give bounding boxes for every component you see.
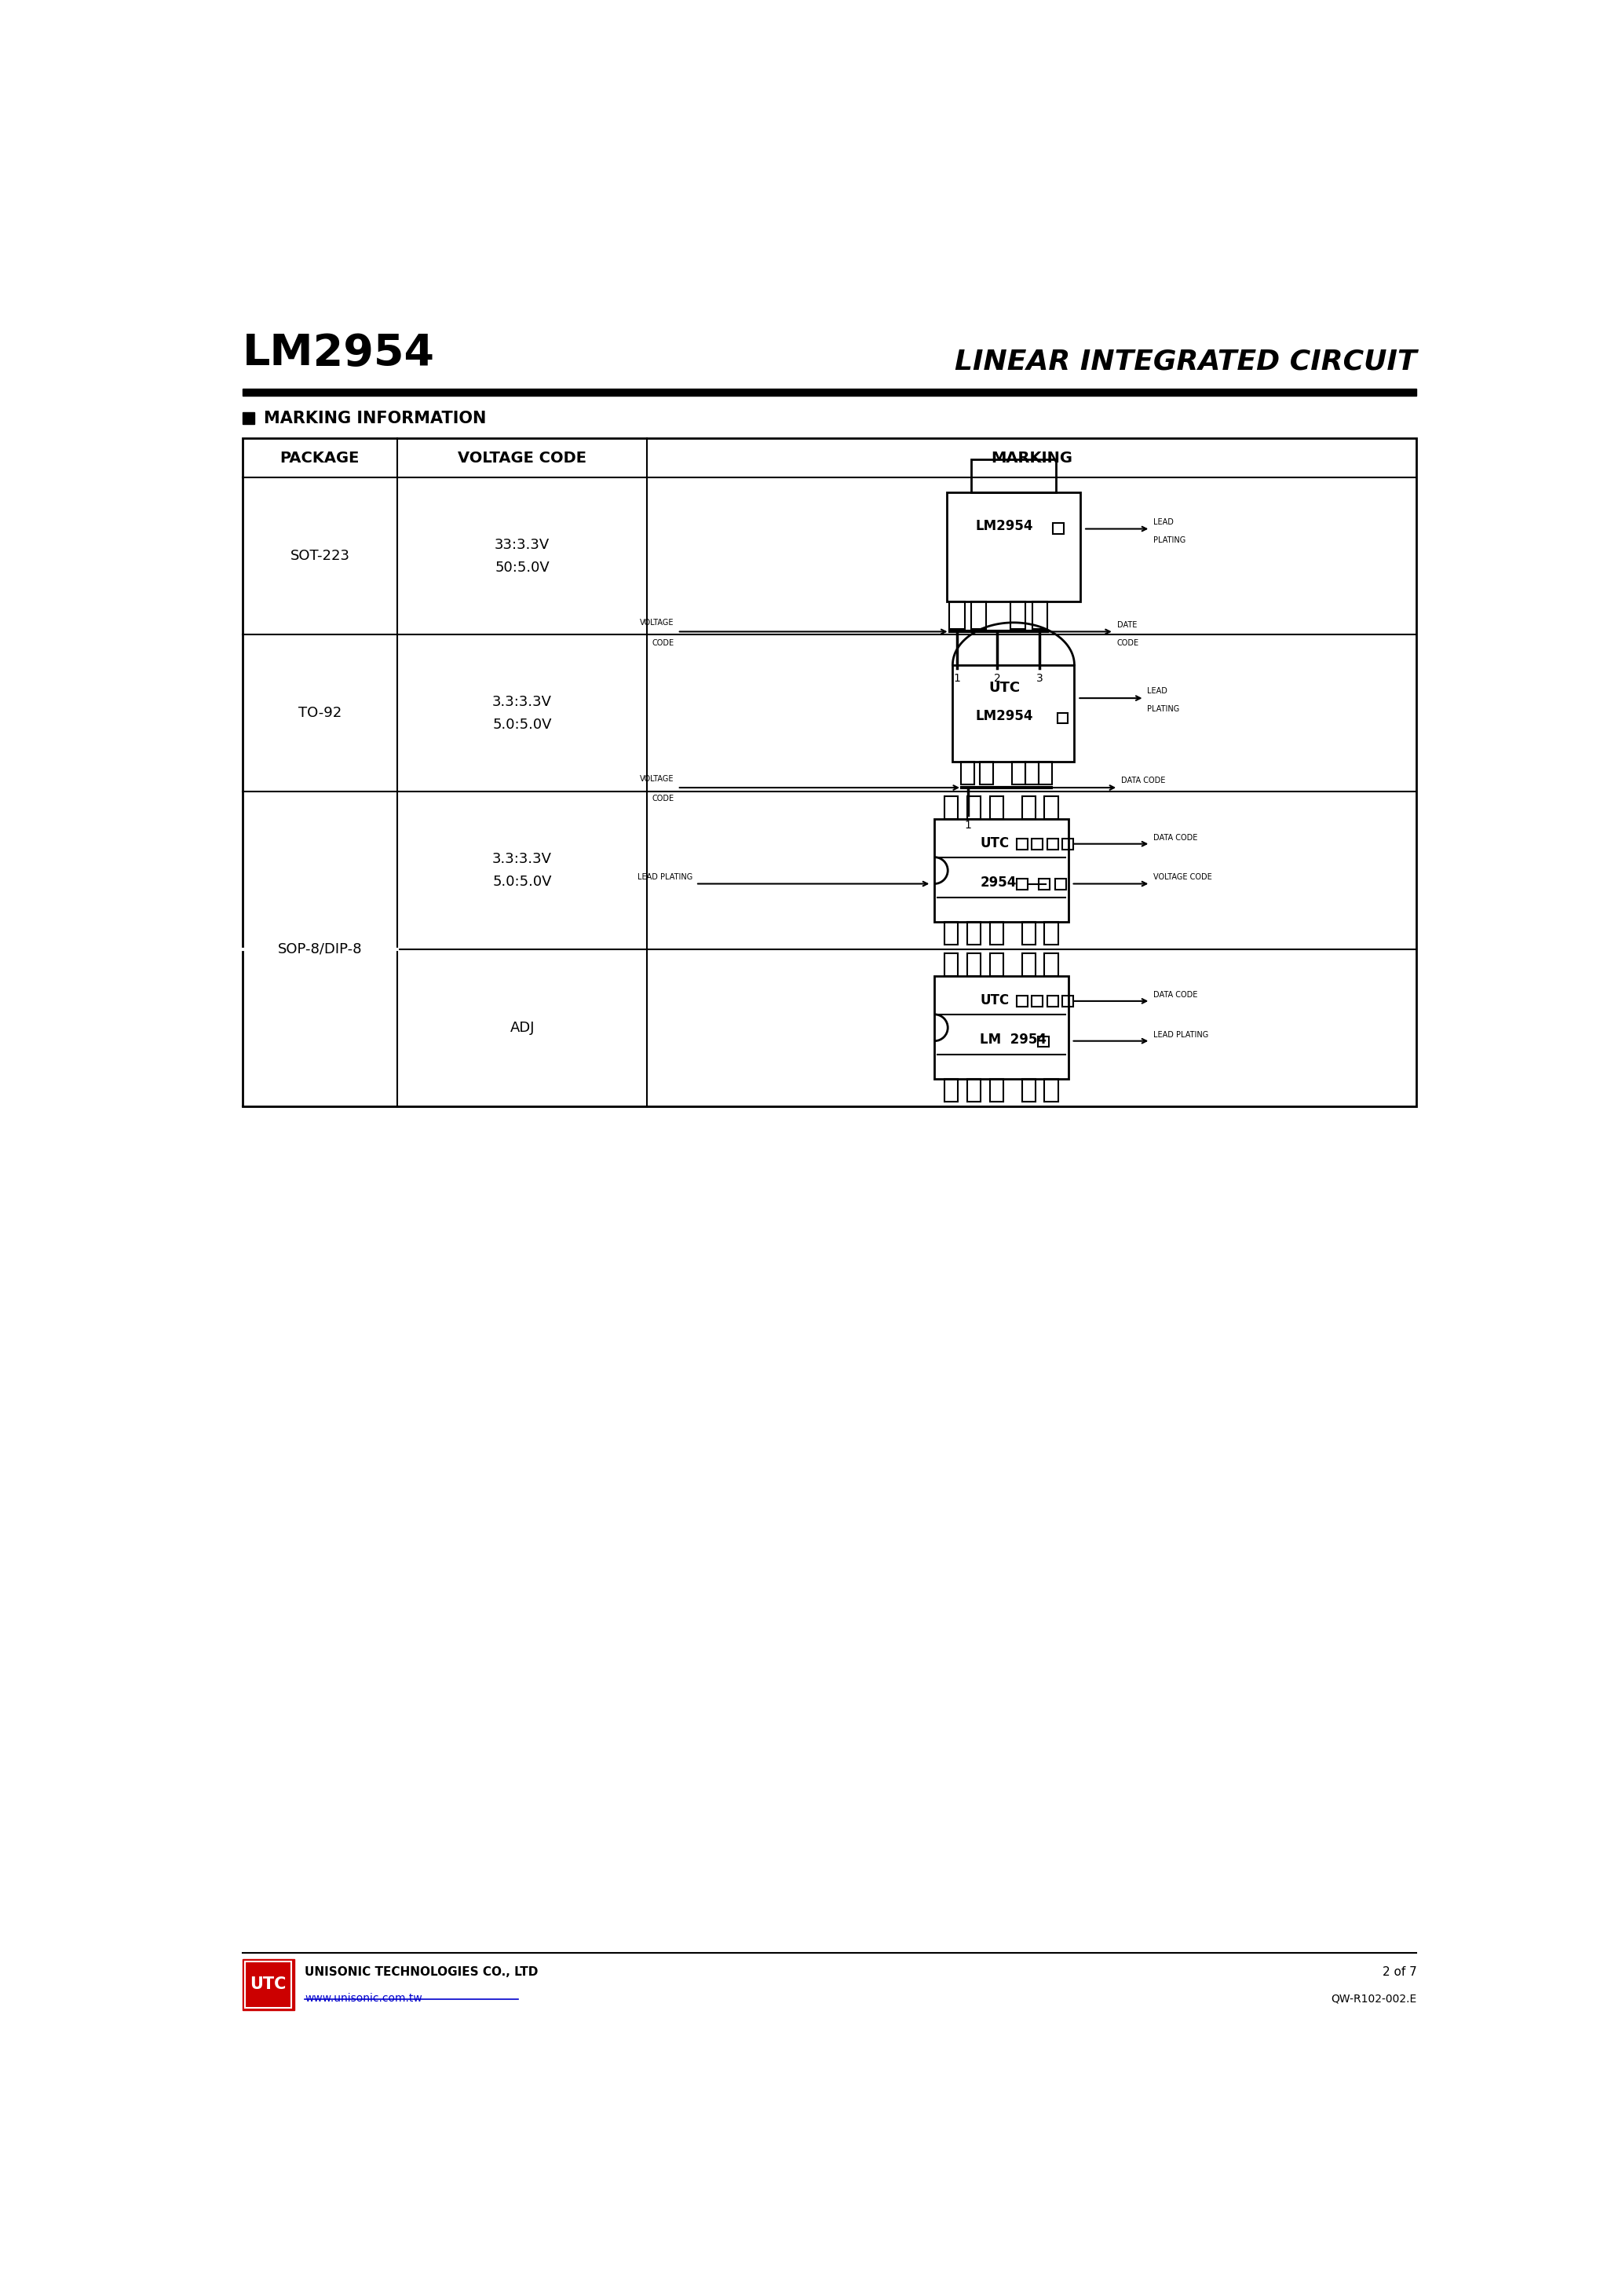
Bar [1056, 879, 1066, 891]
Text: 2954: 2954 [980, 875, 1017, 889]
Bar [944, 923, 959, 946]
Text: LM  2954: LM 2954 [980, 1033, 1046, 1047]
Bar [1017, 838, 1027, 850]
Bar [972, 459, 1056, 494]
Text: LM2954: LM2954 [975, 519, 1033, 533]
Bar [1038, 1035, 1049, 1047]
Bar [1058, 714, 1067, 723]
Bar [944, 1079, 959, 1102]
Text: LEAD PLATING: LEAD PLATING [1153, 1031, 1208, 1038]
Text: LEAD: LEAD [1147, 687, 1168, 696]
Bar [242, 388, 1416, 395]
Text: DATA CODE: DATA CODE [1153, 833, 1197, 840]
Text: 1: 1 [965, 820, 972, 831]
Text: DATA CODE: DATA CODE [1121, 776, 1166, 785]
Bar [1022, 1079, 1035, 1102]
Text: VOLTAGE: VOLTAGE [641, 620, 675, 627]
Bar [967, 797, 981, 820]
Text: VOLTAGE: VOLTAGE [641, 776, 675, 783]
Bar [1011, 602, 1025, 629]
Bar [242, 1958, 294, 2011]
Text: 3: 3 [1036, 673, 1043, 684]
Text: 1: 1 [954, 673, 960, 684]
Bar [1032, 838, 1043, 850]
Bar [1046, 838, 1058, 850]
Bar [952, 666, 1074, 762]
Bar [1062, 996, 1074, 1006]
Bar [967, 1079, 981, 1102]
Text: UTC: UTC [989, 682, 1020, 696]
Bar [1012, 762, 1025, 785]
Bar [1032, 602, 1048, 629]
Text: 33:3.3V
50:5.0V: 33:3.3V 50:5.0V [495, 537, 550, 574]
Text: 3.3:3.3V
5.0:5.0V: 3.3:3.3V 5.0:5.0V [493, 696, 551, 732]
Bar [242, 439, 1416, 1107]
Bar [1040, 879, 1049, 891]
Text: LM2954: LM2954 [242, 333, 435, 374]
Bar [1045, 953, 1058, 976]
Text: DATA CODE: DATA CODE [1153, 992, 1197, 999]
Text: PLATING: PLATING [1147, 705, 1179, 714]
Bar [1053, 523, 1064, 533]
Text: 2: 2 [994, 673, 1001, 684]
Text: TO-92: TO-92 [298, 707, 342, 721]
Bar [1017, 996, 1027, 1006]
Text: SOP-8/DIP-8: SOP-8/DIP-8 [277, 941, 362, 955]
Text: UTC: UTC [250, 1977, 287, 1993]
Text: VOLTAGE CODE: VOLTAGE CODE [457, 450, 587, 466]
Text: CODE: CODE [652, 638, 675, 647]
Text: PACKAGE: PACKAGE [281, 450, 360, 466]
Bar [1038, 762, 1051, 785]
Bar [944, 953, 959, 976]
Bar [1022, 953, 1035, 976]
Bar [245, 1961, 292, 2007]
Text: 3.3:3.3V
5.0:5.0V: 3.3:3.3V 5.0:5.0V [493, 852, 551, 889]
Bar [1017, 879, 1027, 891]
Bar [1045, 923, 1058, 946]
Text: www.unisonic.com.tw: www.unisonic.com.tw [305, 1993, 423, 2004]
Text: SOT-223: SOT-223 [290, 549, 350, 563]
Text: UTC: UTC [980, 994, 1009, 1008]
Text: UNISONIC TECHNOLOGIES CO., LTD: UNISONIC TECHNOLOGIES CO., LTD [305, 1965, 539, 1977]
Text: VOLTAGE CODE: VOLTAGE CODE [1153, 872, 1212, 882]
Bar [1025, 762, 1038, 785]
Bar [1045, 1079, 1058, 1102]
Bar [1022, 797, 1035, 820]
Bar [980, 762, 993, 785]
Bar [934, 820, 1069, 923]
Text: CODE: CODE [1118, 638, 1139, 647]
Text: LEAD: LEAD [1153, 519, 1174, 526]
Bar [967, 953, 981, 976]
Bar [967, 923, 981, 946]
Text: 2 of 7: 2 of 7 [1382, 1965, 1416, 1977]
Text: LM2954: LM2954 [975, 709, 1033, 723]
Bar [1032, 996, 1043, 1006]
Text: PLATING: PLATING [1153, 535, 1186, 544]
Bar [989, 953, 1002, 976]
Text: ADJ: ADJ [509, 1022, 535, 1035]
Bar [989, 797, 1002, 820]
Bar [972, 602, 986, 629]
Text: QW-R102-002.E: QW-R102-002.E [1330, 1993, 1416, 2004]
Text: UTC: UTC [980, 836, 1009, 850]
Text: LEAD PLATING: LEAD PLATING [637, 872, 693, 882]
Bar [1062, 838, 1074, 850]
Bar [949, 602, 965, 629]
Bar [962, 762, 975, 785]
Bar [989, 1079, 1002, 1102]
Bar [242, 413, 255, 425]
Text: MARKING: MARKING [991, 450, 1072, 466]
Text: DATE: DATE [1118, 620, 1137, 629]
Text: LINEAR INTEGRATED CIRCUIT: LINEAR INTEGRATED CIRCUIT [954, 349, 1416, 374]
Bar [1046, 996, 1058, 1006]
Bar [934, 976, 1069, 1079]
Bar [989, 923, 1002, 946]
Bar [947, 494, 1080, 602]
Bar [944, 797, 959, 820]
Bar [1022, 923, 1035, 946]
Bar [1045, 797, 1058, 820]
Text: MARKING INFORMATION: MARKING INFORMATION [264, 411, 487, 427]
Text: CODE: CODE [652, 794, 675, 804]
